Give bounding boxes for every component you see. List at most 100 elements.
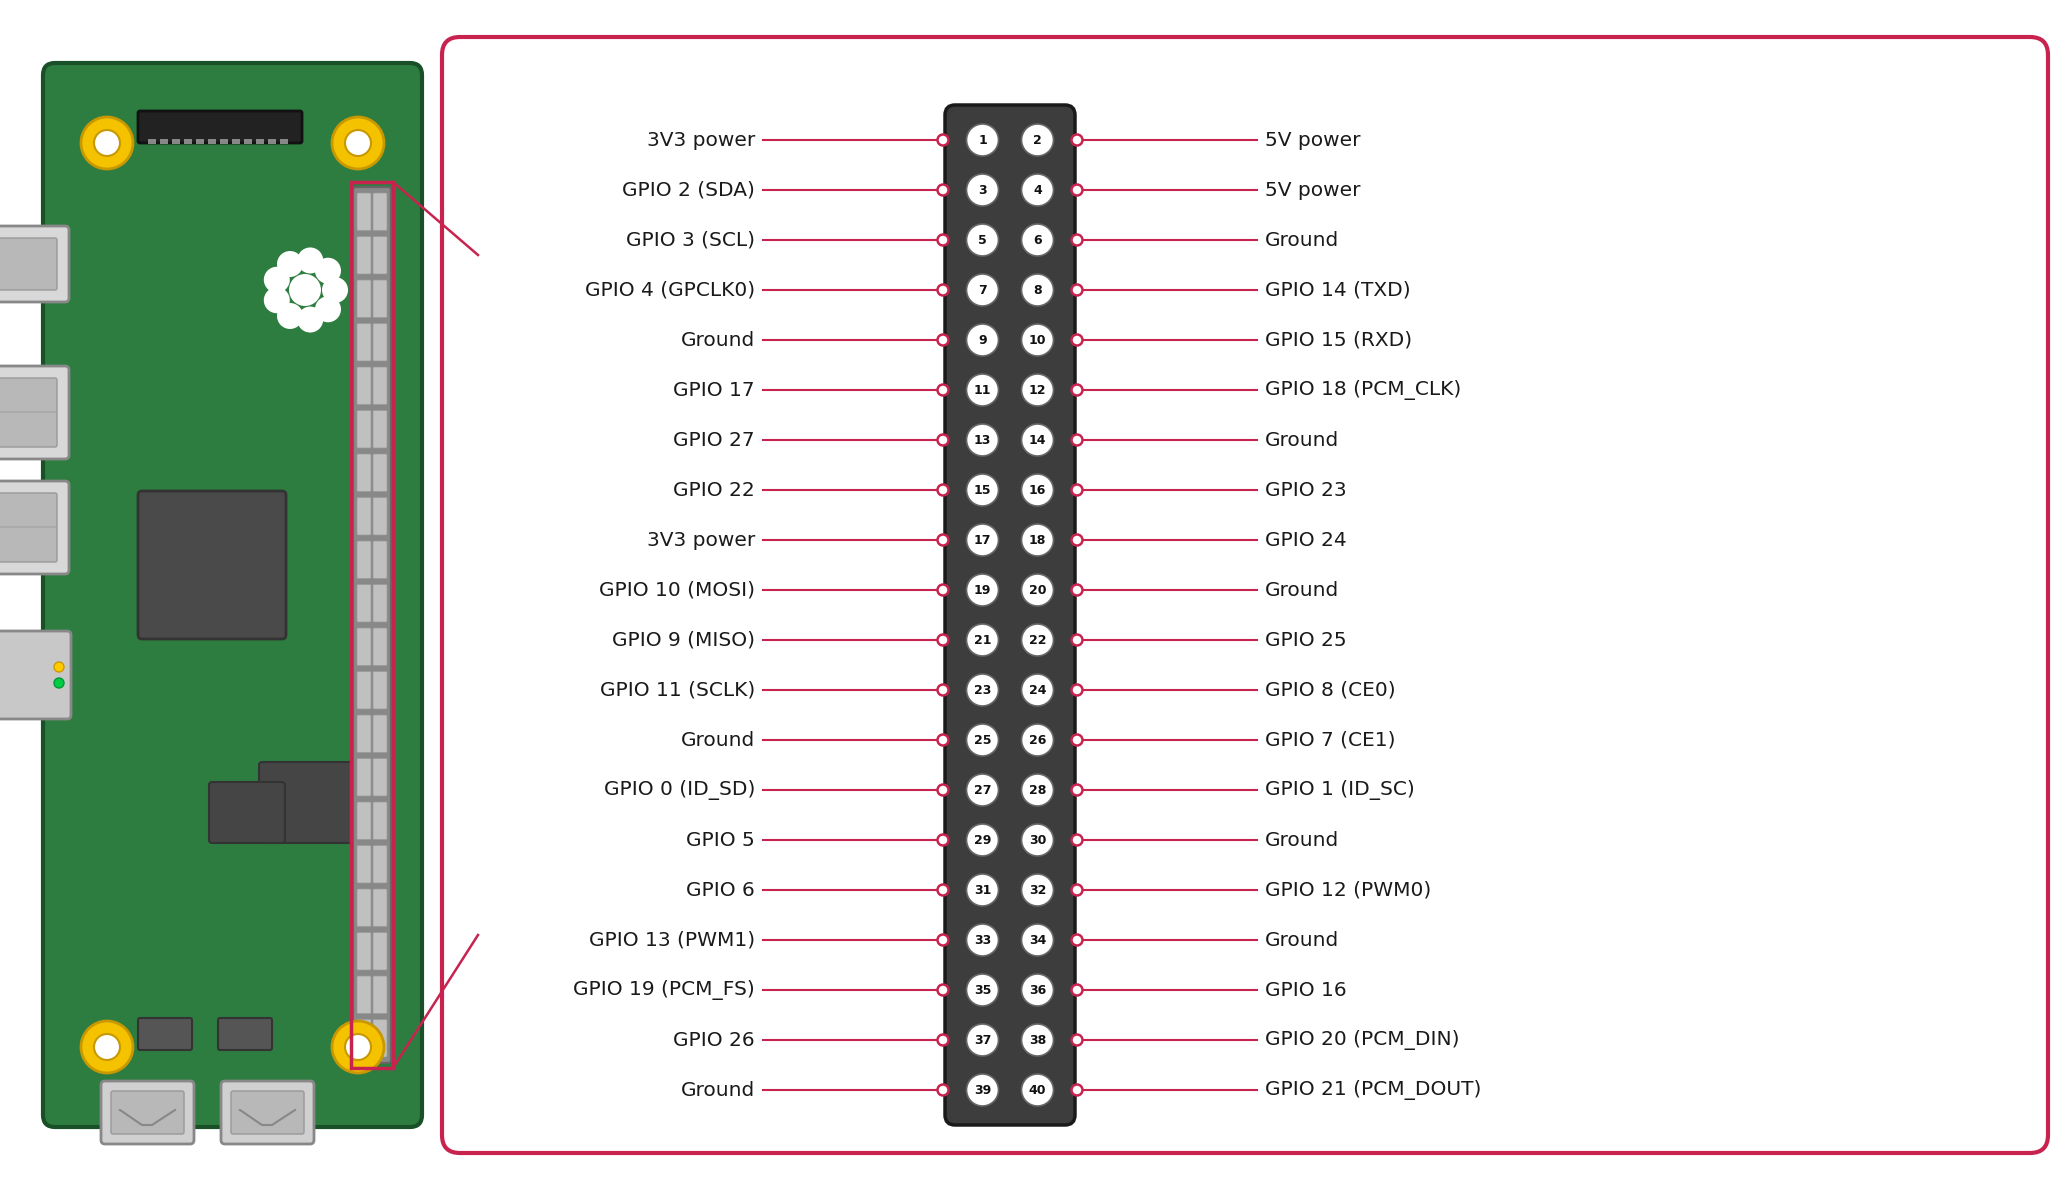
Circle shape [1071,634,1082,646]
Text: 33: 33 [974,934,991,947]
Circle shape [966,1074,999,1106]
Circle shape [966,474,999,506]
Circle shape [1071,485,1082,495]
Text: 5V power: 5V power [1265,180,1360,199]
Circle shape [1071,1035,1082,1045]
FancyBboxPatch shape [357,324,372,361]
FancyBboxPatch shape [101,1081,194,1144]
Circle shape [1022,374,1053,406]
Circle shape [937,435,949,446]
Circle shape [1022,774,1053,806]
Circle shape [332,117,384,169]
Text: Ground: Ground [681,1081,755,1100]
Circle shape [54,662,64,672]
Text: 40: 40 [1028,1083,1046,1096]
Circle shape [1022,224,1053,256]
Text: Ground: Ground [1265,430,1340,449]
Text: 5: 5 [978,233,987,246]
Text: 16: 16 [1028,483,1046,497]
Text: GPIO 1 (ID_SC): GPIO 1 (ID_SC) [1265,780,1414,800]
FancyBboxPatch shape [374,454,388,492]
Circle shape [1022,1074,1053,1106]
Circle shape [80,117,132,169]
Circle shape [1022,474,1053,506]
FancyBboxPatch shape [374,498,388,534]
Bar [171,139,180,145]
Circle shape [937,584,949,596]
Bar [208,139,217,145]
FancyBboxPatch shape [0,226,68,302]
FancyBboxPatch shape [374,584,388,622]
Text: Ground: Ground [681,730,755,749]
Text: GPIO 10 (MOSI): GPIO 10 (MOSI) [599,581,755,600]
Text: 26: 26 [1028,734,1046,747]
Text: GPIO 6: GPIO 6 [685,880,755,899]
Text: 14: 14 [1028,434,1046,447]
Circle shape [937,1084,949,1095]
Text: 5V power: 5V power [1265,130,1360,149]
Text: 10: 10 [1028,333,1046,346]
Circle shape [277,251,303,277]
FancyBboxPatch shape [374,933,388,971]
Text: Ground: Ground [1265,930,1340,949]
Text: GPIO 17: GPIO 17 [673,380,755,399]
Circle shape [1071,584,1082,596]
Circle shape [966,174,999,206]
FancyBboxPatch shape [357,758,372,796]
Circle shape [1022,674,1053,706]
Circle shape [316,257,341,283]
Circle shape [1071,384,1082,396]
Text: 31: 31 [974,884,991,897]
FancyBboxPatch shape [374,324,388,361]
FancyBboxPatch shape [138,111,301,143]
Bar [268,139,277,145]
Text: GPIO 0 (ID_SD): GPIO 0 (ID_SD) [603,780,755,800]
Text: GPIO 7 (CE1): GPIO 7 (CE1) [1265,730,1395,749]
FancyBboxPatch shape [219,1018,272,1050]
FancyBboxPatch shape [374,846,388,883]
Bar [149,139,157,145]
Text: 17: 17 [974,533,991,546]
Text: 1: 1 [978,134,987,147]
FancyBboxPatch shape [374,367,388,404]
Circle shape [966,724,999,756]
Text: 36: 36 [1028,984,1046,997]
Circle shape [937,534,949,545]
Text: GPIO 24: GPIO 24 [1265,531,1346,550]
Text: 20: 20 [1028,583,1046,596]
Circle shape [937,935,949,946]
Text: 34: 34 [1028,934,1046,947]
Text: 22: 22 [1028,634,1046,647]
Circle shape [1071,135,1082,146]
Circle shape [95,130,120,156]
Bar [244,139,252,145]
FancyBboxPatch shape [374,672,388,709]
Text: 18: 18 [1028,533,1046,546]
Circle shape [937,384,949,396]
FancyBboxPatch shape [374,237,388,274]
FancyBboxPatch shape [357,193,372,231]
FancyBboxPatch shape [357,454,372,492]
Circle shape [966,524,999,556]
Text: 6: 6 [1034,233,1042,246]
Circle shape [937,135,949,146]
FancyBboxPatch shape [0,378,58,447]
Text: GPIO 4 (GPCLK0): GPIO 4 (GPCLK0) [584,281,755,300]
Text: 29: 29 [974,833,991,846]
FancyBboxPatch shape [374,628,388,666]
Circle shape [937,735,949,745]
Circle shape [1022,524,1053,556]
Text: 9: 9 [978,333,987,346]
Text: 35: 35 [974,984,991,997]
Text: Ground: Ground [681,331,755,350]
FancyBboxPatch shape [374,410,388,448]
Text: 3V3 power: 3V3 power [646,130,755,149]
Circle shape [1071,284,1082,295]
Circle shape [332,1021,384,1072]
FancyBboxPatch shape [357,672,372,709]
Circle shape [277,303,303,329]
FancyBboxPatch shape [357,628,372,666]
Text: 38: 38 [1028,1033,1046,1046]
FancyBboxPatch shape [258,762,359,843]
FancyBboxPatch shape [111,1091,184,1134]
